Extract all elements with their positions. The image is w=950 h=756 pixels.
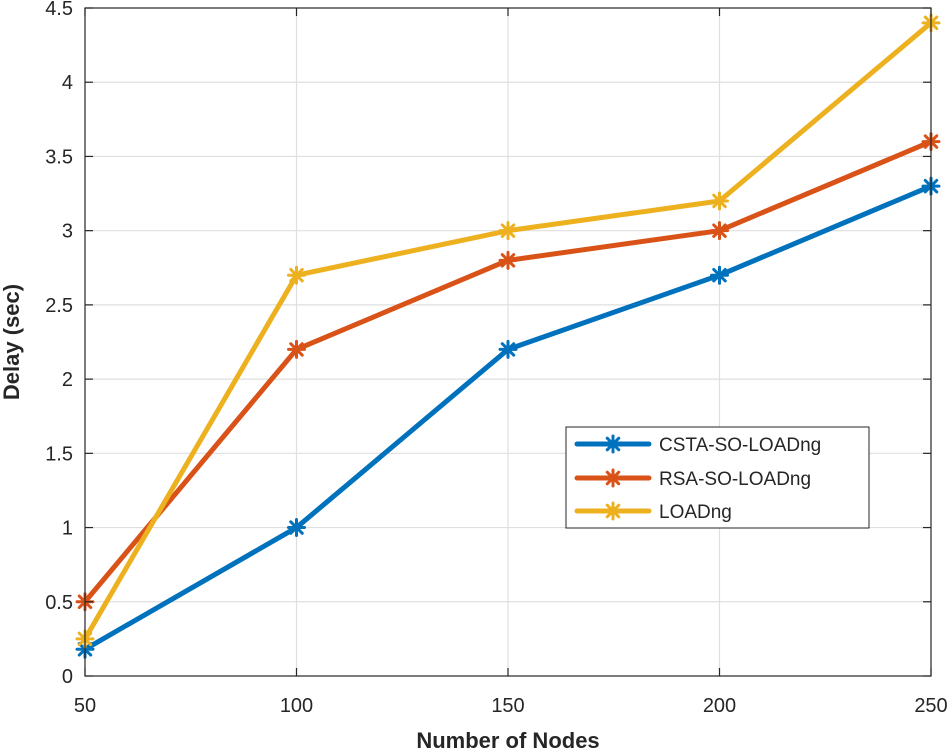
y-tick-label: 3.5	[45, 146, 73, 168]
y-tick-label: 4.5	[45, 0, 73, 20]
x-tick-label: 200	[703, 695, 736, 717]
legend-label: LOADng	[659, 502, 732, 523]
y-tick-label: 0	[62, 666, 73, 688]
x-tick-label: 50	[74, 695, 96, 717]
y-tick-label: 3	[62, 221, 73, 243]
data-point	[710, 221, 729, 241]
data-point	[498, 339, 518, 359]
x-tick-label: 150	[491, 695, 524, 717]
data-point	[710, 191, 729, 211]
y-tick-label: 2.5	[45, 295, 73, 317]
data-point	[498, 250, 518, 270]
legend-item: RSA-SO-LOADng	[574, 468, 811, 490]
legend-marker	[603, 468, 623, 488]
y-tick-label: 1.5	[45, 443, 73, 465]
legend-marker	[603, 434, 623, 454]
x-tick-label: 250	[914, 695, 947, 717]
y-axis-ticks: 0 0.5 1 1.5 2 2.5 3 3.5 4 4.5	[45, 0, 931, 688]
x-axis-ticks: 50 100 150 200 250	[74, 8, 948, 717]
x-tick-label: 100	[280, 695, 313, 717]
legend: CSTA-SO-LOADng RSA-SO-LOADng LOADng	[565, 426, 870, 529]
x-axis-title: Number of Nodes	[416, 728, 599, 751]
data-point	[710, 265, 729, 285]
y-axis-title: Delay (sec)	[0, 284, 24, 400]
data-point	[287, 339, 306, 359]
data-point	[498, 221, 518, 241]
data-point	[287, 518, 306, 538]
legend-marker	[603, 501, 623, 521]
y-tick-label: 4	[62, 72, 73, 94]
y-tick-label: 1	[62, 518, 73, 540]
y-tick-label: 2	[62, 369, 73, 391]
legend-label: RSA-SO-LOADng	[659, 469, 811, 490]
legend-item: CSTA-SO-LOADng	[574, 434, 821, 456]
legend-item: LOADng	[574, 501, 732, 523]
legend-label: CSTA-SO-LOADng	[659, 435, 821, 456]
y-tick-label: 0.5	[45, 592, 73, 614]
data-point	[287, 265, 306, 285]
